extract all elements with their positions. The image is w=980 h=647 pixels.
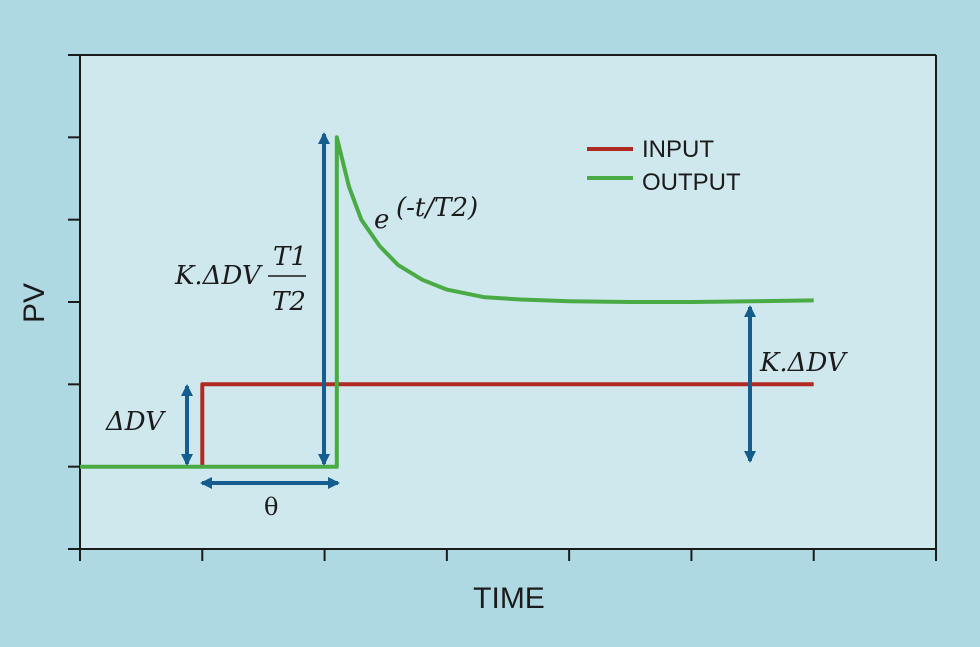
decay-exponent: (-t/T2) bbox=[396, 193, 478, 223]
legend-label-input: INPUT bbox=[642, 136, 714, 163]
x-ticks bbox=[79, 549, 937, 561]
annotation-arrows bbox=[181, 132, 756, 489]
legend-label-output: OUTPUT bbox=[642, 169, 741, 196]
peak-numerator: T1 bbox=[273, 242, 307, 272]
steady-gain-label: K.ΔDV bbox=[759, 348, 848, 378]
legend: INPUT OUTPUT bbox=[587, 136, 741, 196]
x-axis-title: TIME bbox=[473, 582, 545, 615]
peak-denominator: T2 bbox=[272, 287, 306, 317]
series-line-input bbox=[200, 382, 814, 467]
delta-dv-label: ΔDV bbox=[105, 407, 166, 437]
peak-gain-prefix: K.ΔDV bbox=[174, 261, 263, 291]
decay-base: e bbox=[374, 205, 389, 235]
series-layer bbox=[80, 135, 814, 469]
dead-time-label: θ bbox=[264, 493, 278, 521]
y-ticks bbox=[68, 54, 80, 550]
y-axis-title: PV bbox=[18, 283, 51, 323]
series-line-output bbox=[80, 135, 814, 469]
